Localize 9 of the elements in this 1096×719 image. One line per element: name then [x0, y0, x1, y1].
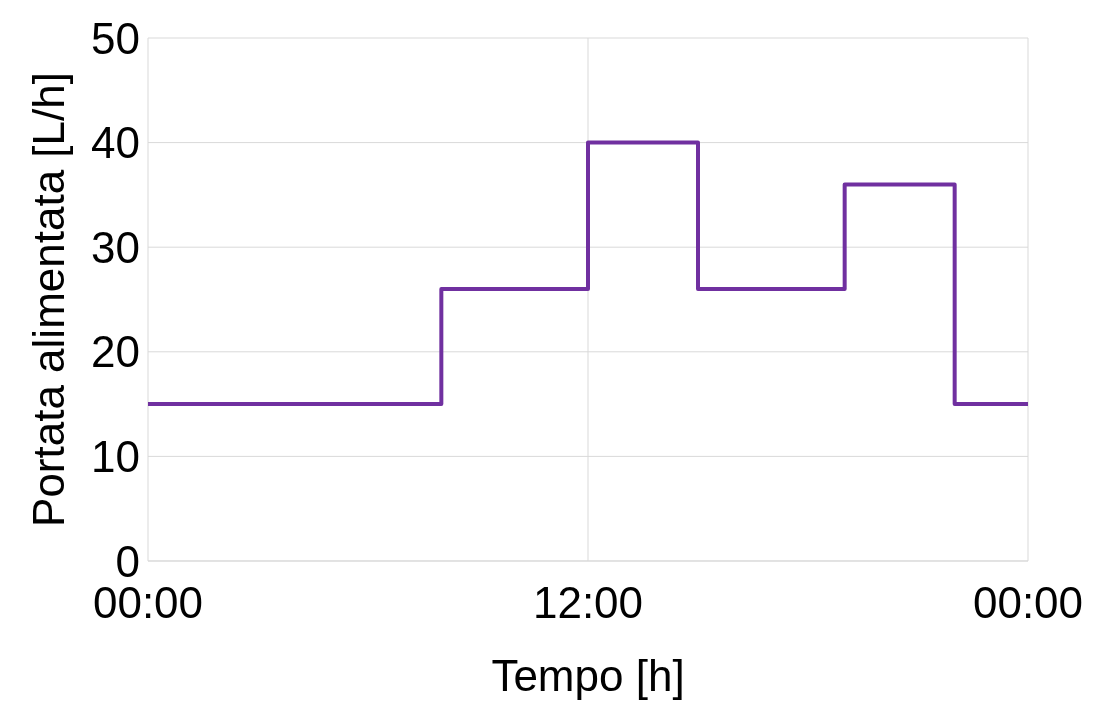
x-tick-label: 00:00 — [972, 578, 1084, 628]
y-tick-label: 30 — [91, 222, 140, 272]
y-tick-label: 50 — [91, 13, 140, 63]
x-axis-title: Tempo [h] — [491, 651, 685, 700]
x-tick-label: 12:00 — [532, 578, 644, 628]
y-axis-title: Portata alimentata [L/h] — [23, 72, 73, 527]
y-tick-label: 10 — [91, 432, 140, 482]
y-tick-label: 20 — [91, 327, 140, 377]
y-tick-label: 40 — [91, 118, 140, 168]
